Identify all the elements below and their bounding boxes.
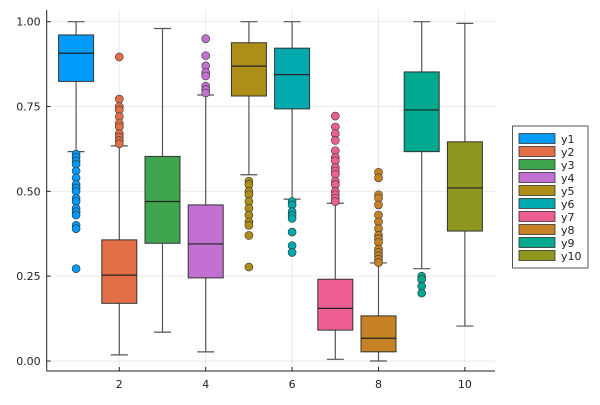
box-body xyxy=(144,155,181,244)
outlier-point xyxy=(244,231,254,240)
box-body xyxy=(187,204,224,279)
legend-swatch-y3 xyxy=(518,159,556,170)
y-tick-label: 0.50 xyxy=(16,185,41,198)
box-y2 xyxy=(101,52,138,356)
outlier-point xyxy=(287,214,297,223)
x-tick-label: 4 xyxy=(202,378,209,391)
legend-swatch-y6 xyxy=(518,198,556,209)
legend-label-y7: y7 xyxy=(561,211,575,224)
y-tick-label: 0.75 xyxy=(16,101,41,114)
outlier-point xyxy=(71,264,81,274)
legend-label-y5: y5 xyxy=(561,185,575,198)
box-y3 xyxy=(144,27,181,333)
legend-swatch-y7 xyxy=(518,211,556,222)
box-body xyxy=(317,278,354,331)
outlier-point xyxy=(287,248,297,257)
outlier-point xyxy=(115,94,124,104)
x-tick-label: 8 xyxy=(375,378,382,391)
x-tick-label: 10 xyxy=(458,378,472,391)
outlier-point xyxy=(244,220,254,230)
legend-swatch-y4 xyxy=(518,172,556,183)
outlier-point xyxy=(374,200,383,210)
box-body xyxy=(58,34,95,82)
legend-label-y3: y3 xyxy=(561,159,575,172)
box-body xyxy=(274,47,311,110)
outlier-point xyxy=(201,88,210,98)
box-body xyxy=(101,239,138,304)
outlier-point xyxy=(115,52,124,62)
legend-label-y2: y2 xyxy=(561,146,575,159)
box-y6 xyxy=(274,21,311,257)
outlier-point xyxy=(201,51,210,60)
y-tick-label: 1.00 xyxy=(16,16,41,29)
box-body xyxy=(446,141,483,232)
box-body xyxy=(230,42,267,97)
legend-label-y10: y10 xyxy=(561,250,582,263)
outlier-point xyxy=(374,258,383,267)
legend-label-y4: y4 xyxy=(561,172,575,185)
legend-label-y8: y8 xyxy=(561,224,575,237)
legend-swatch-y5 xyxy=(518,185,556,196)
outlier-point xyxy=(244,262,254,272)
box-y7 xyxy=(317,111,354,360)
legend-swatch-y2 xyxy=(518,146,556,157)
legend-swatch-y1 xyxy=(518,133,556,144)
box-y9 xyxy=(403,21,440,298)
legend-label-y1: y1 xyxy=(561,133,575,146)
outlier-point xyxy=(330,111,340,121)
outlier-point xyxy=(374,173,383,183)
legend-swatch-y8 xyxy=(518,224,556,235)
outlier-point xyxy=(115,139,124,149)
x-tick-label: 2 xyxy=(116,378,123,391)
box-body xyxy=(403,71,440,153)
outlier-point xyxy=(71,210,81,220)
y-tick-label: 0.25 xyxy=(16,270,41,283)
legend-label-y6: y6 xyxy=(561,198,575,211)
y-tick-label: 0.00 xyxy=(16,355,41,368)
legend-label-y9: y9 xyxy=(561,237,575,250)
outlier-point xyxy=(330,136,340,145)
outlier-point xyxy=(287,227,297,237)
legend-swatch-y9 xyxy=(518,237,556,248)
box-y5 xyxy=(230,21,267,272)
x-tick-label: 6 xyxy=(289,378,296,391)
box-y8 xyxy=(360,168,397,362)
box-body xyxy=(360,315,397,353)
legend-swatch-y10 xyxy=(518,250,556,261)
box-y4 xyxy=(187,34,224,353)
outlier-point xyxy=(71,224,81,233)
box-y10 xyxy=(446,22,483,327)
outlier-point xyxy=(201,34,210,43)
outlier-point xyxy=(330,197,340,206)
outlier-point xyxy=(201,71,210,81)
box-y1 xyxy=(58,21,95,274)
outlier-point xyxy=(417,288,427,298)
